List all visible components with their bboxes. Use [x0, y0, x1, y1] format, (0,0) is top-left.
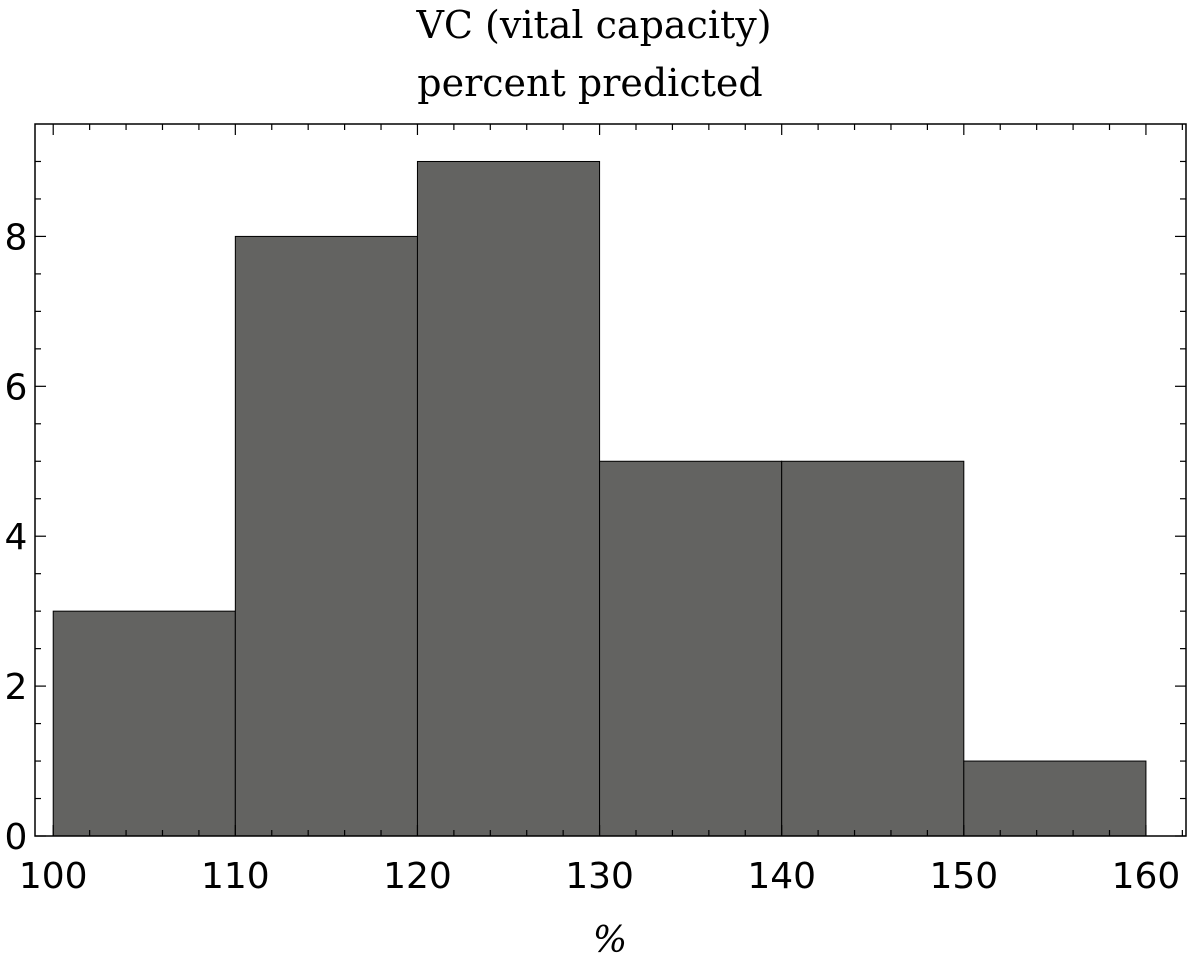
histogram-bar-100-110 [52, 610, 236, 837]
x-tick-label-150: 150 [929, 856, 998, 897]
bars-layer [52, 160, 1147, 837]
histogram-bar-120-130 [416, 160, 601, 837]
x-tick-label-140: 140 [747, 856, 816, 897]
x-tick-label-120: 120 [383, 856, 452, 897]
y-tick-label-4: 4 [5, 517, 28, 558]
ticks-layer [35, 124, 1186, 837]
tick-labels-layer: 100 110 120 130 140 150 160 0 2 4 6 8 [5, 217, 1181, 897]
x-tick-label-100: 100 [19, 856, 88, 897]
histogram-bar-110-120 [234, 235, 418, 837]
y-tick-label-0: 0 [5, 817, 28, 858]
y-tick-label-6: 6 [5, 367, 28, 408]
x-tick-label-130: 130 [565, 856, 634, 897]
histogram-bar-130-140 [599, 460, 783, 837]
chart-title-line-2: percent predicted [417, 61, 762, 105]
x-tick-label-110: 110 [201, 856, 270, 897]
x-tick-label-160: 160 [1112, 856, 1181, 897]
x-axis-label: % [593, 920, 627, 961]
histogram-bar-150-160 [963, 760, 1147, 837]
plot-frame [34, 123, 1187, 837]
y-tick-label-2: 2 [5, 667, 28, 708]
chart-title-line-1: VC (vital capacity) [415, 3, 771, 47]
histogram-bar-140-150 [781, 460, 965, 837]
y-tick-label-8: 8 [5, 217, 28, 258]
